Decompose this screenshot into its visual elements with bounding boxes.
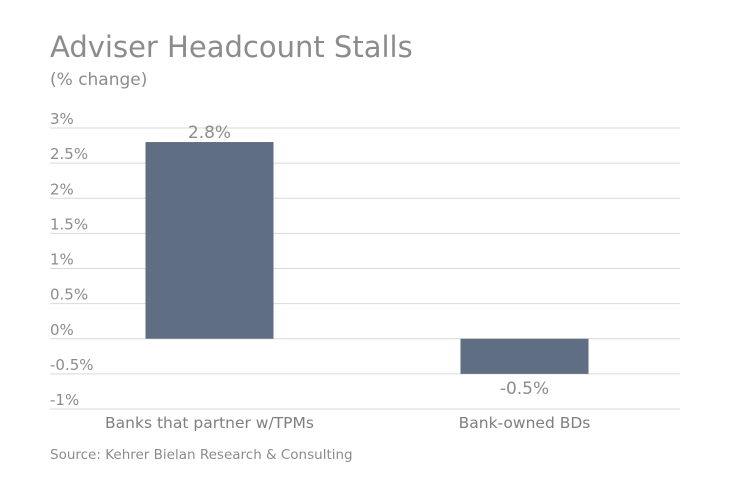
y-tick-label: -1%	[50, 391, 79, 409]
y-tick-label: 0%	[50, 321, 74, 339]
y-tick-label: 2%	[50, 180, 74, 198]
y-tick-label: 2.5%	[50, 145, 88, 163]
data-label: -0.5%	[500, 379, 549, 399]
y-tick-label: 1.5%	[50, 215, 88, 233]
category-labels: Banks that partner w/TPMs Bank-owned BDs	[105, 414, 590, 432]
bar	[460, 338, 589, 374]
data-labels: 2.8% -0.5%	[188, 123, 549, 399]
y-tick-label: 1%	[50, 251, 74, 269]
chart-subtitle: (% change)	[50, 70, 148, 90]
category-label: Banks that partner w/TPMs	[105, 414, 314, 432]
y-tick-label: -0.5%	[50, 356, 94, 374]
y-axis-tick-labels: 3% 2.5% 2% 1.5% 1% 0.5% 0% -0.5% -1%	[50, 110, 94, 409]
y-tick-label: 0.5%	[50, 286, 88, 304]
data-label: 2.8%	[188, 123, 231, 143]
source-note: Source: Kehrer Bielan Research & Consult…	[50, 447, 353, 463]
bar	[145, 142, 274, 339]
y-tick-label: 3%	[50, 110, 74, 128]
bars	[145, 142, 589, 374]
category-label: Bank-owned BDs	[459, 414, 591, 432]
chart-title: Adviser Headcount Stalls	[50, 30, 413, 64]
